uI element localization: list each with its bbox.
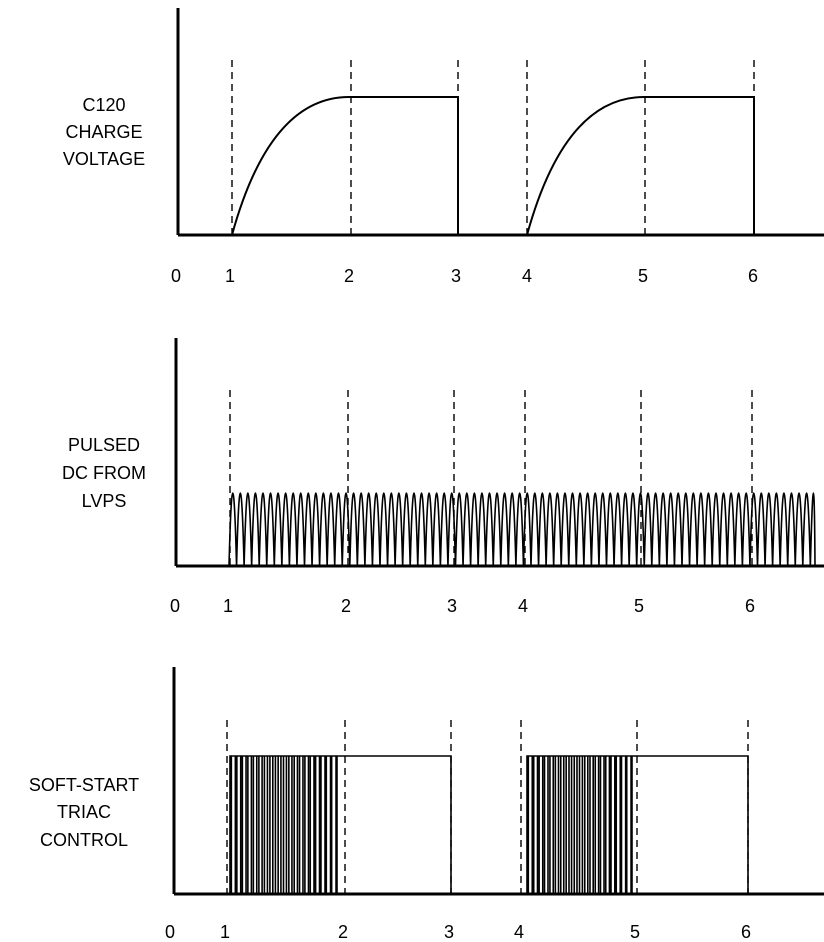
panel-triac-gate-pulses — [229, 755, 749, 894]
panel-pulsed-label-line-3: LVPS — [82, 491, 127, 511]
panel-pulsed-tick-4: 4 — [518, 596, 528, 616]
panel-pulsed-rectified-wave — [228, 492, 816, 567]
panel-pulsed-label-line-2: DC FROM — [62, 463, 146, 483]
panel-pulsed-tick-5: 5 — [634, 596, 644, 616]
panel-pulsed: PULSED DC FROM LVPS 0 1 2 3 4 5 6 — [62, 338, 824, 616]
panel-c120-tick-6: 6 — [748, 266, 758, 286]
panel-c120-tick-1: 1 — [225, 266, 235, 286]
panel-c120-dashed-markers — [231, 60, 755, 235]
panel-pulsed-tick-3: 3 — [447, 596, 457, 616]
panel-c120-tick-0: 0 — [171, 266, 181, 286]
panel-c120-charge-curve-2 — [526, 96, 755, 236]
panel-pulsed-tick-0: 0 — [170, 596, 180, 616]
panel-triac-tick-1: 1 — [220, 922, 230, 942]
panel-c120-charge-curve-1 — [231, 96, 459, 236]
panel-c120: C120 CHARGE VOLTAGE 0 1 2 3 4 5 6 — [63, 8, 824, 286]
panel-triac-tick-2: 2 — [338, 922, 348, 942]
panel-triac-tick-6: 6 — [741, 922, 751, 942]
panel-triac-tick-3: 3 — [444, 922, 454, 942]
panel-triac-tick-4: 4 — [514, 922, 524, 942]
panel-triac-label-line-3: CONTROL — [40, 830, 128, 850]
panel-c120-tick-4: 4 — [522, 266, 532, 286]
panel-pulsed-label-line-1: PULSED — [68, 435, 140, 455]
panel-pulsed-tick-labels: 0 1 2 3 4 5 6 — [170, 596, 755, 616]
panel-c120-tick-2: 2 — [344, 266, 354, 286]
panel-triac: SOFT-START TRIAC CONTROL 0 1 2 3 4 5 6 — [29, 667, 824, 942]
panel-c120-tick-3: 3 — [451, 266, 461, 286]
panel-pulsed-tick-1: 1 — [223, 596, 233, 616]
panel-pulsed-tick-6: 6 — [745, 596, 755, 616]
panel-triac-tick-0: 0 — [165, 922, 175, 942]
panel-triac-tick-5: 5 — [630, 922, 640, 942]
panel-triac-tick-labels: 0 1 2 3 4 5 6 — [165, 922, 751, 942]
panel-c120-label-line-3: VOLTAGE — [63, 149, 145, 169]
panel-c120-label-line-2: CHARGE — [65, 122, 142, 142]
panel-pulsed-tick-2: 2 — [341, 596, 351, 616]
panel-triac-label-line-2: TRIAC — [57, 802, 111, 822]
panel-c120-label-line-1: C120 — [82, 95, 125, 115]
panel-triac-label-line-1: SOFT-START — [29, 775, 139, 795]
panel-c120-tick-labels: 0 1 2 3 4 5 6 — [171, 266, 758, 286]
panel-c120-tick-5: 5 — [638, 266, 648, 286]
